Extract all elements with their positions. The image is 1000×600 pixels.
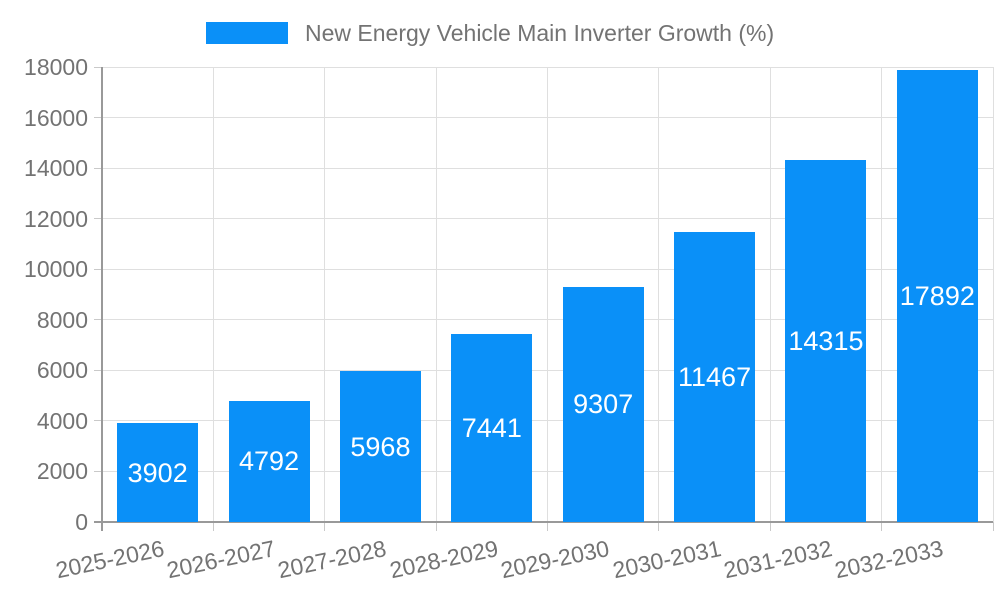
y-axis-tick-label: 10000 (24, 256, 88, 283)
bar (674, 232, 756, 522)
y-axis-tick (94, 319, 102, 321)
y-axis-tick (94, 470, 102, 472)
x-axis-line (94, 521, 993, 523)
bar (451, 333, 533, 522)
y-axis-line (101, 67, 103, 531)
gridline-vertical (769, 67, 771, 522)
y-axis-tick (94, 167, 102, 169)
gridline-vertical (324, 67, 326, 522)
y-axis-tick (94, 268, 102, 270)
gridline-vertical (992, 67, 994, 522)
bar-value-label: 11467 (678, 362, 752, 393)
y-axis-tick-label: 8000 (36, 306, 88, 333)
bar-value-label: 7441 (461, 412, 522, 443)
legend-label: New Energy Vehicle Main Inverter Growth … (305, 20, 775, 46)
gridline-vertical (658, 67, 660, 522)
y-axis-tick-label: 14000 (24, 155, 88, 182)
y-axis-tick (94, 117, 102, 119)
y-axis-tick (94, 66, 102, 68)
y-axis-tick-label: 4000 (36, 407, 88, 434)
y-axis-tick-label: 2000 (36, 458, 88, 485)
x-axis-tick (212, 522, 214, 531)
y-axis-tick-label: 18000 (24, 54, 88, 80)
bar-value-label: 5968 (350, 431, 411, 462)
y-axis-tick (94, 369, 102, 371)
bar-value-label: 9307 (573, 389, 634, 420)
x-axis-tick (992, 522, 994, 531)
y-axis-tick (94, 420, 102, 422)
x-axis-tick (435, 522, 437, 531)
legend-marker (206, 22, 288, 44)
x-axis-tick (658, 522, 660, 531)
y-axis-tick-label: 6000 (36, 357, 88, 384)
bar-value-label: 17892 (899, 280, 975, 311)
bar (117, 423, 199, 522)
gridline-vertical (881, 67, 883, 522)
x-axis-tick (769, 522, 771, 531)
bar-value-label: 4792 (239, 446, 300, 477)
y-axis-tick-label: 16000 (24, 104, 88, 131)
bar (562, 286, 644, 522)
bar-value-label: 14315 (788, 326, 864, 357)
gridline-vertical (212, 67, 214, 522)
bar (228, 400, 310, 522)
legend: New Energy Vehicle Main Inverter Growth … (206, 20, 774, 46)
gridline-vertical (435, 67, 437, 522)
bar (339, 371, 421, 522)
y-axis-tick-label: 12000 (24, 205, 88, 232)
y-axis-tick (94, 218, 102, 220)
bar (896, 69, 978, 522)
gridline-vertical (547, 67, 548, 522)
x-axis-tick (881, 522, 883, 531)
x-axis-tick (547, 522, 548, 531)
y-axis-tick-label: 0 (75, 509, 88, 535)
bar (785, 160, 867, 522)
x-axis-tick (324, 522, 326, 531)
bar-value-label: 3902 (127, 457, 188, 488)
